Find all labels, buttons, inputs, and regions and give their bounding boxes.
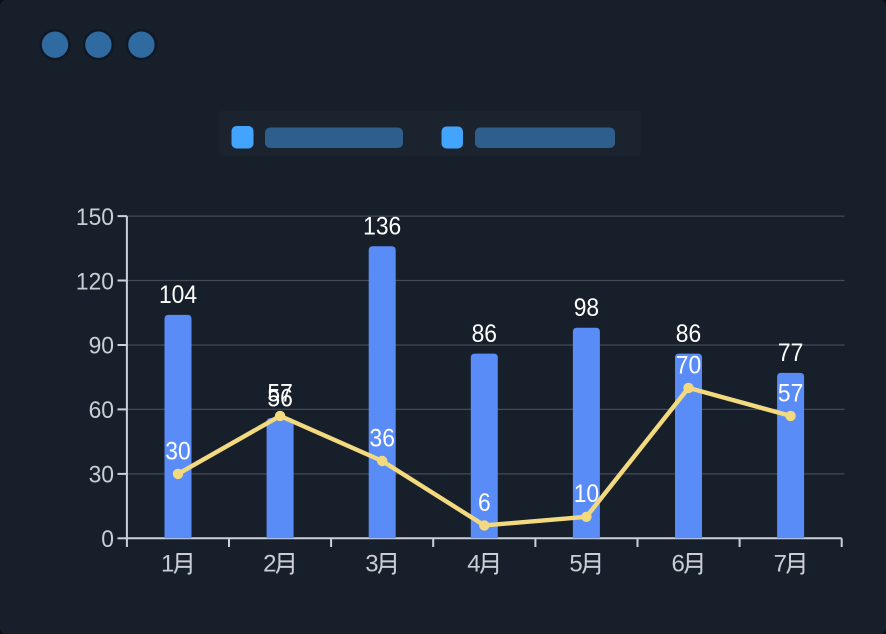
svg-text:90: 90: [89, 333, 114, 360]
svg-text:6: 6: [478, 489, 491, 517]
svg-text:70: 70: [676, 351, 701, 379]
svg-text:77: 77: [778, 339, 803, 367]
svg-text:136: 136: [363, 213, 401, 241]
svg-text:86: 86: [676, 320, 701, 348]
svg-text:120: 120: [76, 268, 114, 295]
svg-text:6: 6: [672, 551, 685, 578]
svg-text:60: 60: [89, 397, 114, 424]
svg-text:57: 57: [778, 379, 803, 407]
svg-text:56: 56: [267, 384, 292, 412]
svg-text:4: 4: [467, 551, 480, 578]
svg-text:7: 7: [774, 551, 787, 578]
svg-text:1: 1: [161, 551, 174, 578]
svg-text:10: 10: [574, 480, 599, 508]
svg-text:5: 5: [569, 551, 582, 578]
svg-text:30: 30: [165, 437, 190, 465]
svg-text:86: 86: [472, 320, 497, 348]
svg-text:0: 0: [101, 526, 114, 553]
svg-text:98: 98: [574, 294, 599, 322]
svg-text:104: 104: [159, 281, 197, 309]
svg-text:3: 3: [365, 551, 378, 578]
svg-text:150: 150: [76, 204, 114, 231]
svg-text:2: 2: [263, 551, 276, 578]
svg-text:30: 30: [89, 462, 114, 489]
svg-text:36: 36: [370, 424, 395, 452]
svg-text:57: 57: [267, 379, 292, 407]
